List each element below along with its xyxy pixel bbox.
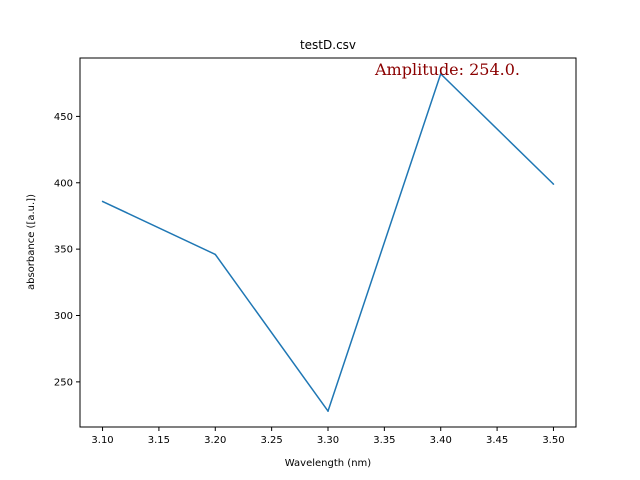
x-tick-label: 3.30 [317,435,339,446]
plot-area [80,58,576,427]
y-axis-label: absorbance ([a.u.]) [26,194,37,290]
data-point [101,200,104,203]
y-axis-ticks: 250 300 350 400 450 [54,112,80,388]
x-tick-label: 3.15 [148,435,170,446]
x-tick-label: 3.25 [261,435,283,446]
x-tick-label: 3.45 [486,435,508,446]
chart-title: testD.csv [300,38,356,52]
data-point [439,73,442,75]
data-point [214,253,217,256]
x-axis-label: Wavelength (nm) [285,458,371,469]
x-axis-ticks: 3.10 3.15 3.20 3.25 3.30 3.35 3.40 3.45 3.50 [91,427,565,446]
y-tick-label: 250 [54,377,73,388]
x-tick-label: 3.10 [91,435,113,446]
x-tick-label: 3.35 [373,435,395,446]
data-point [552,183,555,185]
series-group [101,73,555,412]
x-tick-label: 3.50 [542,435,564,446]
y-tick-label: 300 [54,311,73,322]
plot-frame [79,57,577,428]
y-tick-label: 450 [54,112,73,123]
y-tick-label: 400 [54,178,73,189]
data-point [327,410,329,412]
x-tick-label: 3.40 [430,435,452,446]
y-tick-label: 350 [54,245,73,256]
x-tick-label: 3.20 [204,435,226,446]
amplitude-annotation: Amplitude: 254.0. [374,60,520,79]
